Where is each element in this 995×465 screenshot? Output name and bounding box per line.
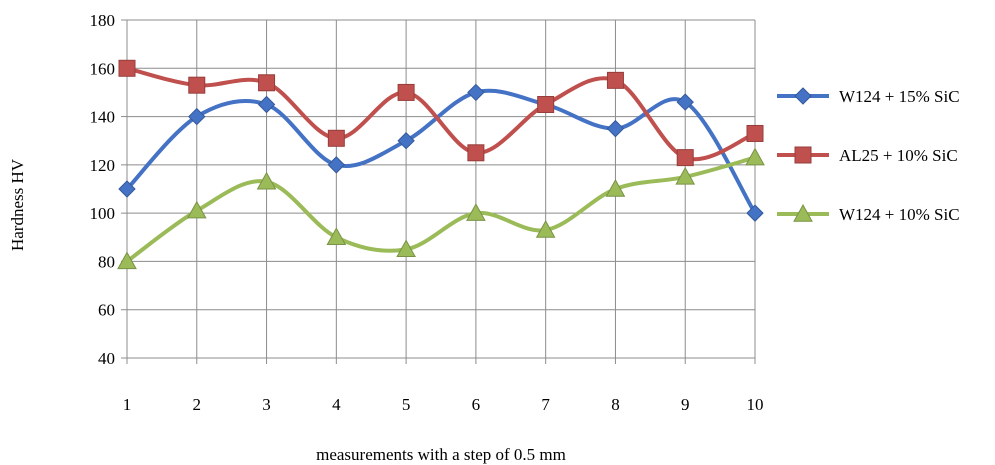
data-point xyxy=(188,76,206,94)
x-tick-label: 4 xyxy=(332,395,341,414)
data-point xyxy=(605,178,626,197)
y-tick-label: 160 xyxy=(90,59,116,78)
data-point xyxy=(467,83,485,102)
data-point xyxy=(327,156,346,174)
data-point xyxy=(466,203,486,221)
data-point xyxy=(745,147,765,166)
x-tick-label: 2 xyxy=(193,395,202,414)
data-point xyxy=(396,239,416,258)
series-2 xyxy=(118,59,764,167)
x-tick-label: 9 xyxy=(681,395,690,414)
data-point xyxy=(326,227,347,245)
data-point xyxy=(537,96,555,113)
x-tick-label: 3 xyxy=(262,395,271,414)
legend-label: W124 + 10% SiC xyxy=(839,205,960,224)
series-3 xyxy=(117,147,765,270)
y-axis-title: Hardness HV xyxy=(8,158,27,251)
legend-marker xyxy=(793,203,813,222)
y-tick-label: 60 xyxy=(98,301,115,320)
y-tick-label: 120 xyxy=(90,156,116,175)
legend-item-1: W124 + 15% SiC xyxy=(777,87,960,106)
axes xyxy=(121,19,756,364)
data-point xyxy=(258,74,276,92)
data-point xyxy=(397,83,415,101)
data-point xyxy=(256,171,277,190)
data-point xyxy=(118,180,136,198)
legend-label: AL25 + 10% SiC xyxy=(839,146,958,165)
data-point xyxy=(606,71,624,89)
x-tick-label: 7 xyxy=(541,395,550,414)
legend-marker xyxy=(794,146,812,164)
data-point xyxy=(676,93,694,111)
series-line xyxy=(125,88,757,216)
data-point xyxy=(675,166,696,185)
data-point xyxy=(467,144,485,162)
series-line xyxy=(125,66,757,162)
legend-label: W124 + 15% SiC xyxy=(839,87,960,106)
data-point xyxy=(746,124,764,142)
x-tick-label: 1 xyxy=(123,395,132,414)
x-tick-label: 10 xyxy=(747,395,764,414)
legend-item-3: W124 + 10% SiC xyxy=(777,203,960,224)
data-point xyxy=(327,129,345,147)
series-group xyxy=(117,59,765,270)
y-tick-labels: 40 60 80 100 120 140 160 180 xyxy=(90,11,116,368)
legend-marker xyxy=(794,87,812,105)
y-tick-label: 80 xyxy=(98,252,115,271)
x-axis-title: measurements with a step of 0.5 mm xyxy=(316,445,566,464)
data-point xyxy=(186,200,207,219)
data-point xyxy=(117,251,137,270)
data-point xyxy=(676,149,694,167)
series-line xyxy=(125,155,757,264)
data-point xyxy=(535,220,556,238)
x-tick-label: 6 xyxy=(472,395,481,414)
data-point xyxy=(118,59,136,77)
data-point xyxy=(746,204,764,222)
x-tick-label: 5 xyxy=(402,395,411,414)
legend-item-2: AL25 + 10% SiC xyxy=(777,146,958,165)
data-point xyxy=(397,132,415,150)
x-tick-labels: 1 2 3 4 5 6 7 8 9 10 xyxy=(123,395,764,414)
data-point xyxy=(606,119,625,138)
gridlines xyxy=(126,19,756,359)
data-point xyxy=(188,107,206,126)
y-tick-label: 140 xyxy=(90,108,116,127)
x-tick-label: 8 xyxy=(611,395,620,414)
y-tick-label: 180 xyxy=(90,11,116,30)
data-point xyxy=(257,95,276,114)
y-tick-label: 40 xyxy=(98,349,115,368)
legend: W124 + 15% SiC AL25 + 10% SiC W124 + 10% S… xyxy=(777,87,960,224)
y-tick-label: 100 xyxy=(90,204,116,223)
